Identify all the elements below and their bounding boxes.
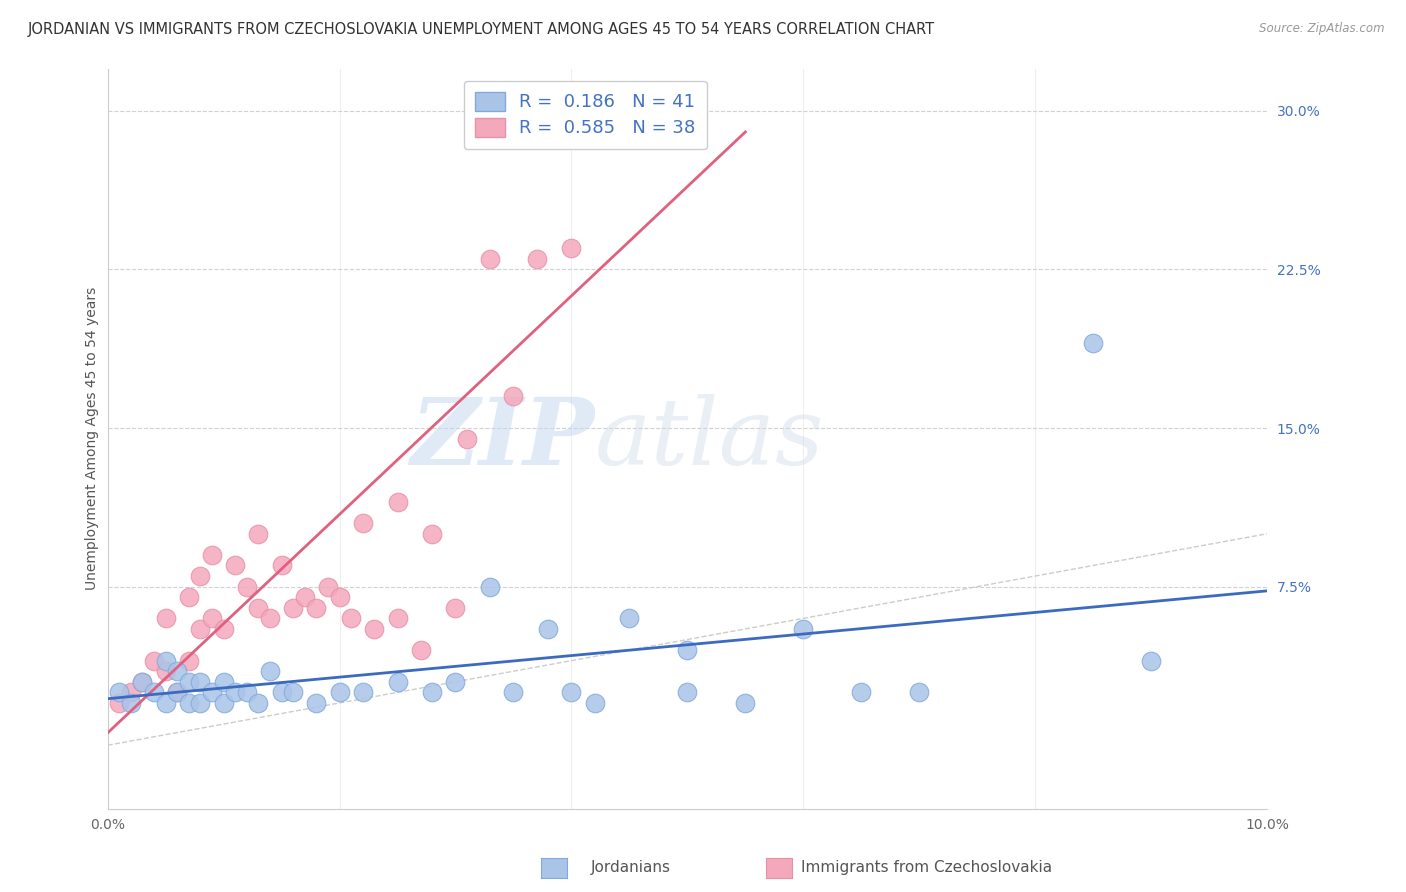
Point (201, 548, 224, 562)
Point (352, 516, 374, 531)
Point (166, 664, 188, 678)
Point (502, 685, 524, 699)
Point (236, 580, 259, 594)
Point (734, 696, 756, 710)
Point (166, 685, 188, 699)
Point (155, 696, 177, 710)
Point (120, 685, 142, 699)
Y-axis label: Unemployment Among Ages 45 to 54 years: Unemployment Among Ages 45 to 54 years (86, 287, 100, 591)
Point (444, 600, 467, 615)
Point (143, 685, 166, 699)
Point (177, 674, 200, 689)
Point (294, 591, 316, 605)
Text: Immigrants from Czechoslovakia: Immigrants from Czechoslovakia (801, 861, 1053, 875)
Point (340, 611, 363, 625)
Point (387, 674, 409, 689)
Point (177, 591, 200, 605)
Point (328, 591, 350, 605)
Point (155, 664, 177, 678)
Point (247, 696, 270, 710)
Point (560, 685, 582, 699)
Point (212, 696, 235, 710)
Point (1140, 654, 1163, 668)
Point (190, 622, 212, 636)
Point (526, 252, 548, 266)
Point (201, 611, 224, 625)
Point (479, 252, 502, 266)
Point (131, 674, 153, 689)
Point (270, 685, 292, 699)
Point (502, 389, 524, 403)
Point (908, 685, 931, 699)
Point (676, 643, 699, 657)
Point (120, 696, 142, 710)
Point (420, 685, 443, 699)
Point (387, 611, 409, 625)
Point (305, 600, 328, 615)
Point (259, 664, 281, 678)
Point (352, 685, 374, 699)
Point (212, 674, 235, 689)
Point (281, 600, 304, 615)
Point (479, 580, 502, 594)
Point (212, 622, 235, 636)
Point (166, 685, 188, 699)
Point (1083, 336, 1105, 351)
Point (444, 674, 467, 689)
Point (316, 580, 339, 594)
Point (108, 685, 131, 699)
Point (537, 622, 560, 636)
Point (224, 685, 246, 699)
Point (247, 600, 270, 615)
Point (247, 526, 270, 541)
Point (387, 495, 409, 509)
Text: atlas: atlas (595, 393, 824, 483)
Point (259, 611, 281, 625)
Text: Source: ZipAtlas.com: Source: ZipAtlas.com (1260, 22, 1385, 36)
Point (177, 654, 200, 668)
Point (190, 674, 212, 689)
Point (583, 696, 606, 710)
Text: JORDANIAN VS IMMIGRANTS FROM CZECHOSLOVAKIA UNEMPLOYMENT AMONG AGES 45 TO 54 YEA: JORDANIAN VS IMMIGRANTS FROM CZECHOSLOVA… (28, 22, 935, 37)
Point (224, 558, 246, 573)
Point (363, 622, 385, 636)
Text: ZIP: ZIP (411, 393, 595, 483)
Point (560, 241, 582, 255)
Point (409, 643, 432, 657)
Point (676, 685, 699, 699)
Point (792, 622, 814, 636)
Point (131, 674, 153, 689)
Point (108, 696, 131, 710)
Point (270, 558, 292, 573)
Point (201, 685, 224, 699)
Point (619, 611, 641, 625)
Point (236, 685, 259, 699)
Point (177, 696, 200, 710)
Point (155, 654, 177, 668)
Point (420, 526, 443, 541)
Point (143, 654, 166, 668)
Text: Jordanians: Jordanians (591, 861, 671, 875)
Point (328, 685, 350, 699)
Point (305, 696, 328, 710)
Point (190, 569, 212, 583)
Point (851, 685, 873, 699)
Point (155, 611, 177, 625)
Legend: R =  0.186   N = 41, R =  0.585   N = 38: R = 0.186 N = 41, R = 0.585 N = 38 (464, 80, 707, 149)
Point (456, 432, 478, 446)
Point (281, 685, 304, 699)
Point (190, 696, 212, 710)
